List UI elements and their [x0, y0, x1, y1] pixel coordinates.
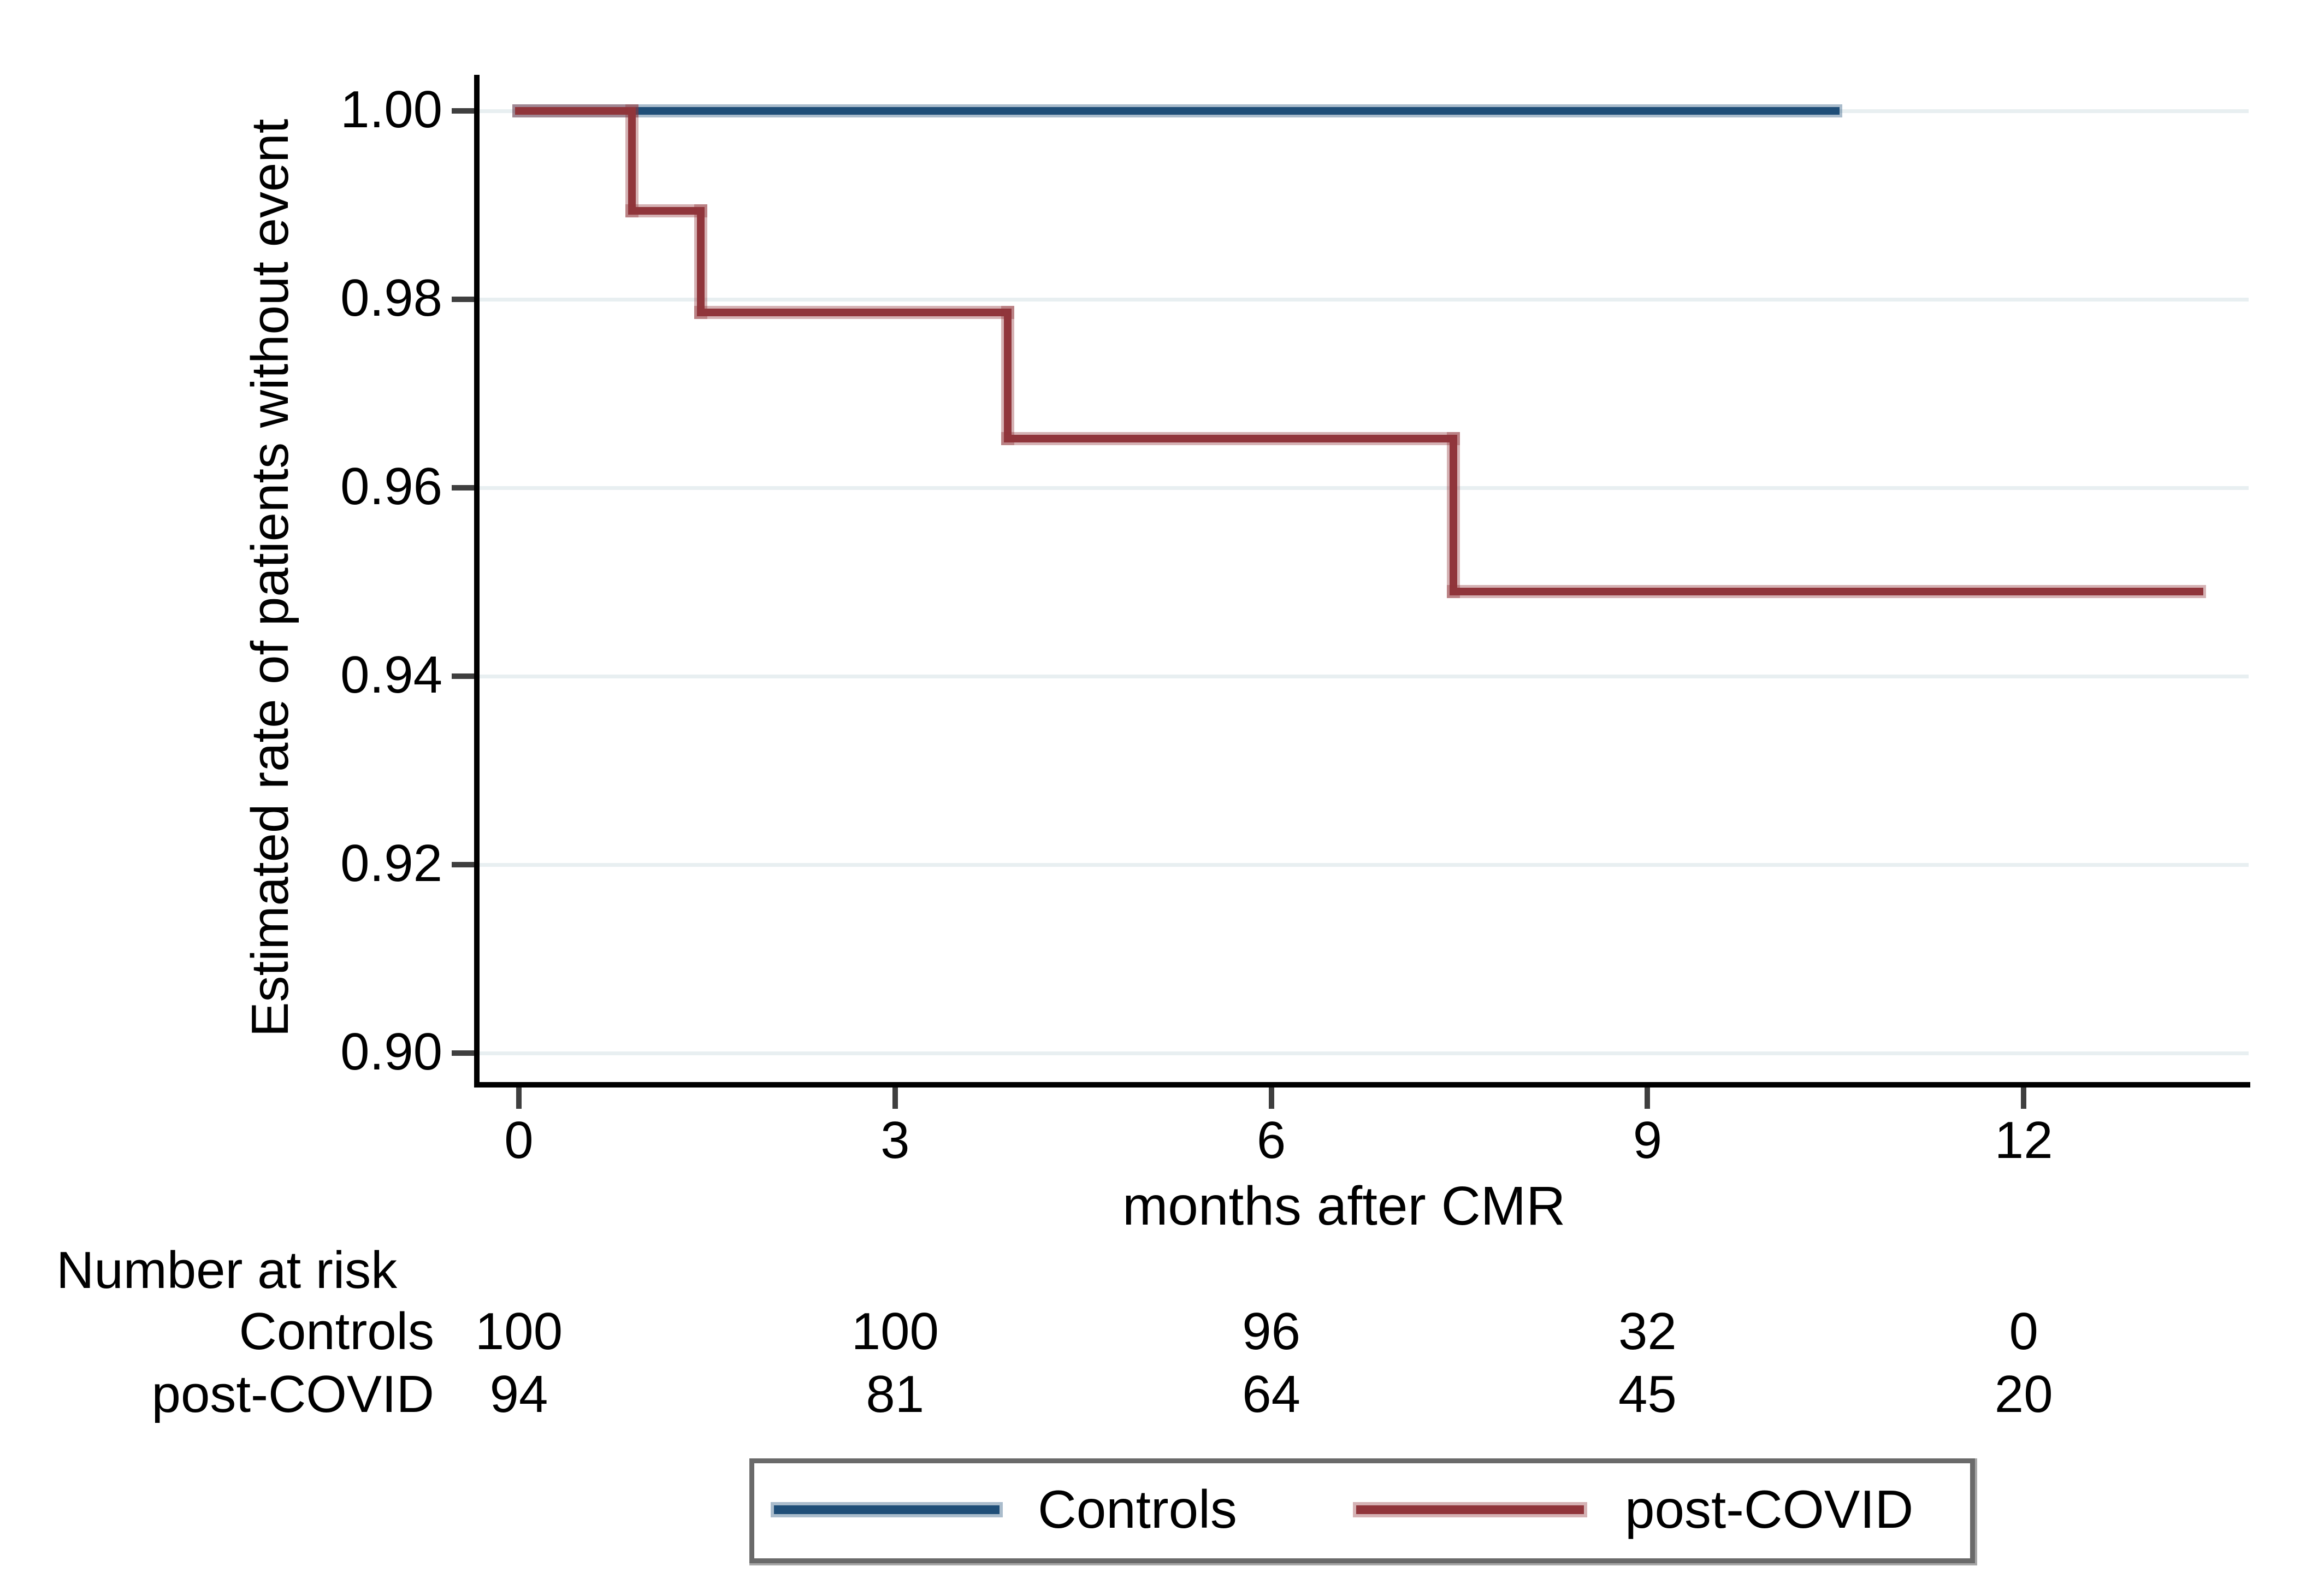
- x-tick: [2021, 1085, 2027, 1109]
- legend-swatch-controls: [774, 1505, 1000, 1514]
- y-gridline: [477, 1051, 2249, 1055]
- post-covid-curve-segment: [1449, 435, 1457, 595]
- y-tick-label: 0.90: [340, 1023, 442, 1081]
- legend-label-controls: Controls: [1038, 1479, 1237, 1539]
- post-covid-curve-segment: [1004, 309, 1012, 443]
- y-tick: [452, 108, 477, 114]
- risk-value: 96: [1242, 1302, 1300, 1361]
- y-tick: [452, 862, 477, 867]
- risk-value: 20: [1994, 1365, 2053, 1423]
- risk-table-title: Number at risk: [56, 1241, 398, 1299]
- y-tick: [452, 297, 477, 302]
- risk-value: 0: [2009, 1302, 2038, 1361]
- y-tick-label: 1.00: [340, 80, 442, 139]
- post-covid-curve-segment: [696, 206, 705, 317]
- post-covid-curve-segment: [628, 206, 705, 215]
- post-covid-curve-segment: [696, 309, 1012, 317]
- post-covid-curve-segment: [1004, 435, 1457, 443]
- x-tick: [516, 1085, 522, 1109]
- risk-value: 94: [489, 1365, 548, 1423]
- y-tick: [452, 485, 477, 490]
- x-tick-label: 12: [1994, 1111, 2053, 1169]
- legend-swatch-post-covid: [1356, 1505, 1584, 1514]
- y-tick: [452, 1050, 477, 1056]
- x-axis-title: months after CMR: [1122, 1175, 1566, 1237]
- x-tick: [1645, 1085, 1651, 1109]
- risk-value: 64: [1242, 1365, 1300, 1423]
- y-tick-label: 0.92: [340, 834, 442, 893]
- x-tick: [892, 1085, 898, 1109]
- risk-value: 100: [851, 1302, 939, 1361]
- post-covid-curve-segment: [515, 107, 636, 115]
- y-gridline: [477, 486, 2249, 490]
- controls-curve-segment: [515, 107, 1840, 115]
- risk-value: 81: [866, 1365, 925, 1423]
- y-tick-label: 0.94: [340, 646, 442, 704]
- y-gridline: [477, 675, 2249, 678]
- post-covid-curve-segment: [628, 107, 636, 215]
- risk-row-label: Controls: [239, 1302, 434, 1361]
- x-tick: [1268, 1085, 1274, 1109]
- risk-value: 100: [475, 1302, 563, 1361]
- risk-value: 32: [1618, 1302, 1677, 1361]
- x-tick-label: 6: [1256, 1111, 1286, 1169]
- y-gridline: [477, 863, 2249, 867]
- x-axis-line: [474, 1082, 2250, 1088]
- y-gridline: [477, 298, 2249, 302]
- y-axis-title: Estimated rate of patients without event: [241, 119, 299, 1037]
- risk-row-label: post-COVID: [151, 1365, 434, 1423]
- y-tick-label: 0.98: [340, 269, 442, 327]
- y-tick-label: 0.96: [340, 457, 442, 516]
- x-tick-label: 9: [1633, 1111, 1663, 1169]
- x-tick-label: 3: [880, 1111, 910, 1169]
- x-tick-label: 0: [504, 1111, 534, 1169]
- risk-value: 45: [1618, 1365, 1677, 1423]
- legend-label-post-covid: post-COVID: [1625, 1479, 1914, 1539]
- y-axis-line: [474, 75, 480, 1088]
- post-covid-curve-segment: [1449, 587, 2203, 595]
- y-tick: [452, 673, 477, 679]
